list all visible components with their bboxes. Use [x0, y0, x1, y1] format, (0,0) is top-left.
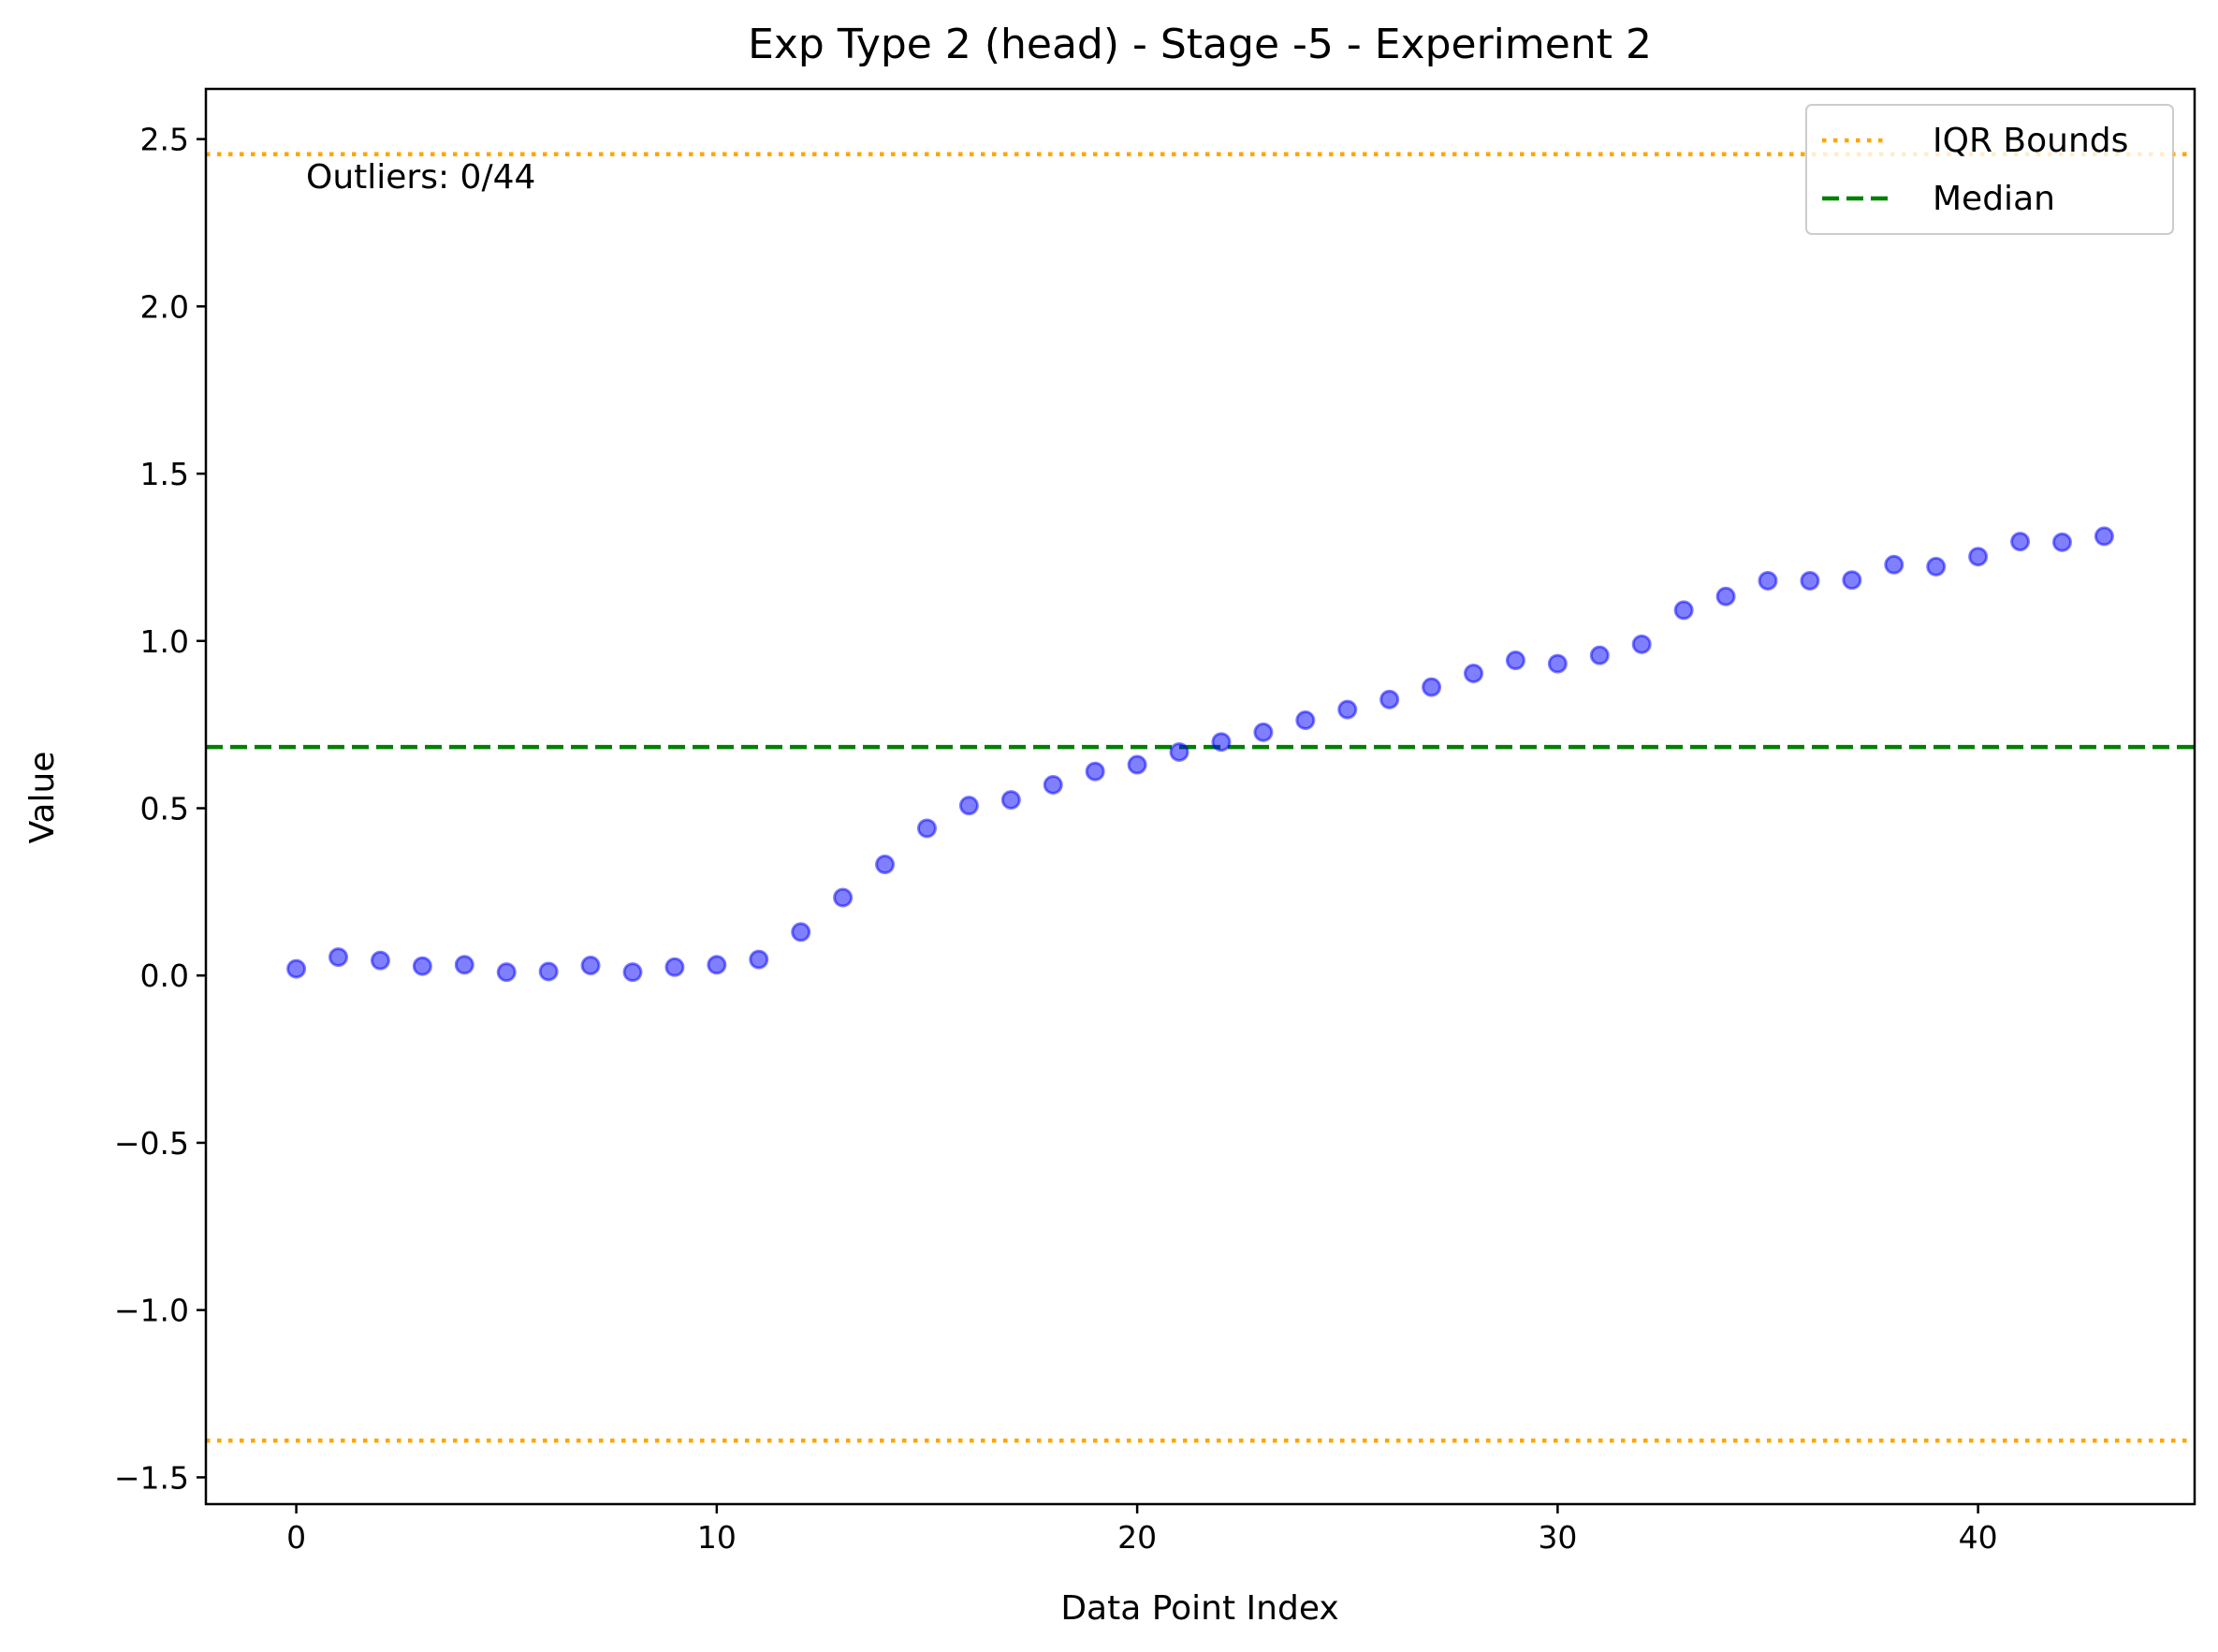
data-point	[1968, 547, 1989, 567]
y-tick-label: −0.5	[114, 1125, 189, 1162]
data-point	[622, 962, 643, 983]
x-tick-label: 20	[1117, 1519, 1157, 1556]
data-point	[580, 956, 601, 976]
data-point	[1884, 554, 1904, 575]
data-point	[1085, 761, 1105, 782]
x-tick-label: 0	[286, 1519, 306, 1556]
data-point	[958, 796, 979, 816]
data-point	[1422, 677, 1442, 697]
axes: 0 10 20 30 40 2.5 2.0 1.5 1.0 0.5 0.0 −0.5 −1.0 −1.5	[114, 87, 2196, 1556]
data-point	[1758, 570, 1778, 591]
data-point	[1631, 634, 1652, 654]
x-axis-label: Data Point Index	[1060, 1589, 1338, 1628]
data-point	[1715, 586, 1736, 607]
legend: IQR Bounds Median	[1805, 104, 2174, 235]
data-point	[2051, 532, 2072, 552]
data-point	[1000, 790, 1021, 811]
data-point	[1505, 651, 1525, 671]
reference-lines	[206, 152, 2195, 1443]
y-tick-label: 1.5	[140, 456, 189, 492]
data-point	[1295, 710, 1316, 731]
y-tick-label: 0.5	[140, 791, 189, 827]
data-point	[1127, 754, 1147, 775]
y-tick-label: 0.0	[140, 958, 189, 994]
data-point	[1842, 570, 1862, 591]
plot-frame	[204, 87, 2196, 1506]
data-point	[875, 855, 896, 875]
data-point	[791, 922, 811, 943]
data-point	[1673, 600, 1694, 621]
legend-iqr-label: IQR Bounds	[1933, 122, 2128, 160]
data-point	[1464, 663, 1484, 683]
y-tick-label: 2.5	[140, 122, 189, 158]
data-point	[2010, 532, 2031, 552]
data-point	[1211, 732, 1232, 753]
data-points	[286, 526, 2114, 983]
data-point	[1337, 699, 1358, 720]
data-point	[412, 956, 432, 976]
data-point	[916, 818, 937, 839]
data-point	[1800, 570, 1820, 591]
data-point	[1547, 653, 1568, 674]
data-point	[1253, 722, 1274, 742]
x-tick-label: 30	[1538, 1519, 1577, 1556]
data-point	[664, 957, 685, 977]
legend-median-label: Median	[1933, 180, 2055, 218]
data-point	[833, 887, 854, 908]
y-tick-label: −1.0	[114, 1293, 189, 1329]
data-point	[1926, 556, 1947, 577]
y-tick-label: −1.5	[114, 1459, 189, 1496]
y-tick-label: 1.0	[140, 623, 189, 660]
data-point	[1589, 645, 1610, 665]
data-point	[454, 955, 474, 975]
y-axis-label: Value	[23, 752, 62, 844]
data-point	[1043, 774, 1063, 795]
legend-frame	[1805, 104, 2174, 235]
data-point	[2094, 526, 2114, 547]
data-point	[370, 950, 390, 971]
data-point	[496, 962, 517, 983]
chart-title: Exp Type 2 (head) - Stage -5 - Experimen…	[748, 21, 1652, 68]
x-tick-label: 40	[1959, 1519, 1998, 1556]
data-point	[538, 961, 559, 982]
data-point	[707, 955, 727, 975]
outliers-annotation: Outliers: 0/44	[306, 158, 535, 197]
data-point	[1379, 689, 1400, 709]
data-point	[286, 958, 307, 979]
data-point	[1169, 741, 1189, 762]
data-point	[328, 947, 349, 968]
x-tick-label: 10	[697, 1519, 737, 1556]
data-point	[749, 949, 769, 970]
y-tick-label: 2.0	[140, 288, 189, 325]
